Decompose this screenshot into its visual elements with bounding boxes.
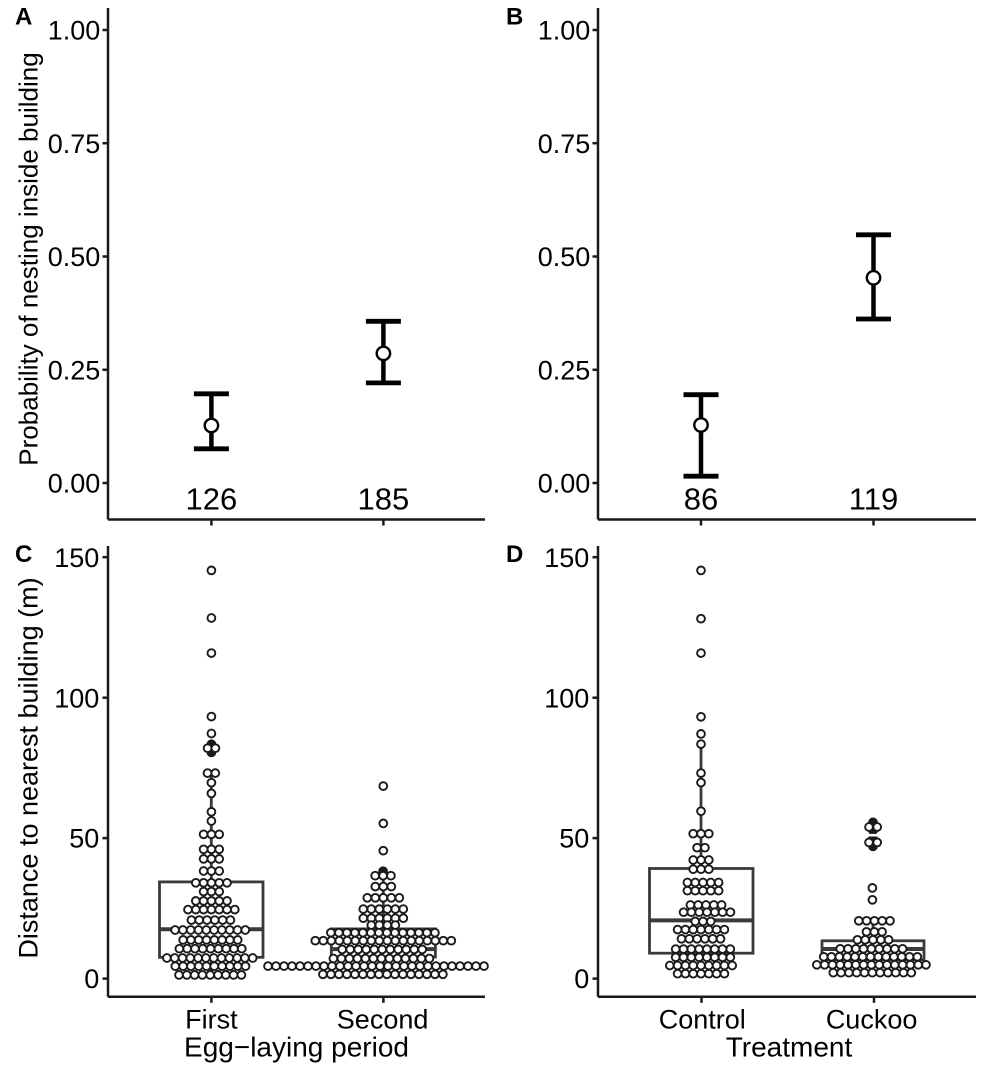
- svg-text:Distance to nearest building (: Distance to nearest building (m): [14, 577, 44, 958]
- svg-text:0.25: 0.25: [48, 355, 101, 385]
- svg-text:150: 150: [54, 543, 99, 573]
- svg-text:100: 100: [544, 683, 589, 713]
- svg-text:0.50: 0.50: [48, 242, 101, 272]
- svg-text:0.50: 0.50: [538, 242, 591, 272]
- svg-text:1.00: 1.00: [48, 16, 101, 46]
- svg-text:Second: Second: [337, 1004, 429, 1034]
- svg-text:B: B: [506, 4, 523, 31]
- svg-text:D: D: [506, 541, 523, 568]
- svg-text:A: A: [15, 4, 32, 31]
- svg-text:Control: Control: [659, 1004, 746, 1034]
- svg-text:50: 50: [559, 824, 589, 854]
- svg-text:0.00: 0.00: [538, 469, 591, 499]
- svg-text:150: 150: [544, 543, 589, 573]
- svg-text:0.00: 0.00: [48, 469, 101, 499]
- svg-text:0.25: 0.25: [538, 355, 591, 385]
- svg-text:First: First: [185, 1004, 238, 1034]
- svg-text:119: 119: [849, 481, 898, 516]
- svg-text:Cuckoo: Cuckoo: [826, 1004, 918, 1034]
- svg-text:Treatment: Treatment: [726, 1032, 853, 1063]
- svg-text:86: 86: [684, 481, 718, 516]
- svg-text:126: 126: [186, 481, 238, 516]
- svg-text:0.75: 0.75: [538, 129, 591, 159]
- svg-text:1.00: 1.00: [538, 16, 591, 46]
- svg-text:Egg−laying period: Egg−laying period: [184, 1032, 409, 1063]
- svg-text:185: 185: [358, 481, 410, 516]
- svg-text:0.75: 0.75: [48, 129, 101, 159]
- svg-text:0: 0: [574, 964, 589, 994]
- svg-text:100: 100: [54, 683, 99, 713]
- svg-text:Probability of nesting inside: Probability of nesting inside building: [14, 52, 44, 465]
- svg-text:0: 0: [84, 964, 99, 994]
- svg-text:50: 50: [69, 824, 99, 854]
- svg-text:C: C: [15, 541, 32, 568]
